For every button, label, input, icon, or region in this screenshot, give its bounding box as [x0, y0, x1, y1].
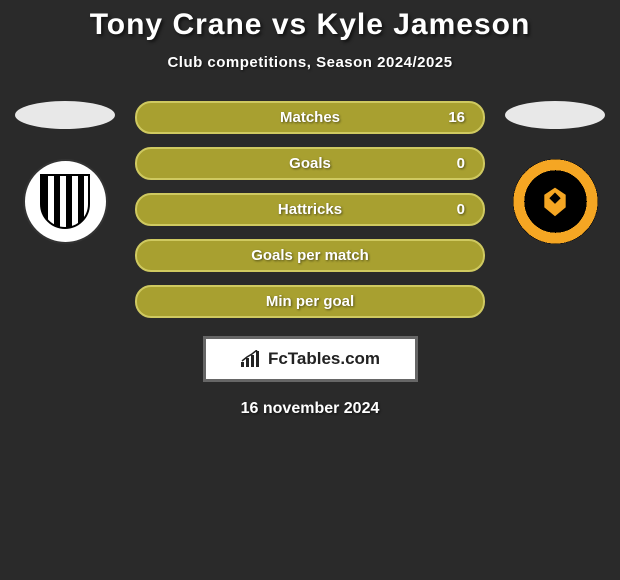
stats-bars: Matches 16 Goals 0 Hattricks 0 Goals per…	[135, 101, 485, 331]
comparison-card: Tony Crane vs Kyle Jameson Club competit…	[0, 0, 620, 418]
stat-label: Goals per match	[251, 247, 369, 264]
stat-label: Goals	[289, 155, 331, 172]
left-ellipse	[15, 101, 115, 129]
date-text: 16 november 2024	[241, 400, 380, 418]
footer: FcTables.com 16 november 2024	[0, 336, 620, 418]
right-team-crest	[513, 159, 598, 244]
stat-bar-goals-per-match: Goals per match	[135, 239, 485, 272]
right-column	[500, 101, 610, 244]
stat-bar-hattricks: Hattricks 0	[135, 193, 485, 226]
stat-bar-matches: Matches 16	[135, 101, 485, 134]
stat-bar-goals: Goals 0	[135, 147, 485, 180]
stat-label: Min per goal	[266, 293, 354, 310]
stat-value: 0	[457, 155, 465, 172]
stat-value: 16	[448, 109, 465, 126]
stat-bar-min-per-goal: Min per goal	[135, 285, 485, 318]
brand-text: FcTables.com	[268, 349, 380, 369]
chart-icon	[240, 350, 262, 368]
stat-label: Hattricks	[278, 201, 342, 218]
grimsby-shield-icon	[40, 174, 90, 229]
left-team-crest	[23, 159, 108, 244]
brand-box: FcTables.com	[203, 336, 418, 382]
page-title: Tony Crane vs Kyle Jameson	[0, 8, 620, 42]
subtitle: Club competitions, Season 2024/2025	[0, 54, 620, 71]
stat-value: 0	[457, 201, 465, 218]
left-column	[10, 101, 120, 244]
right-ellipse	[505, 101, 605, 129]
stat-label: Matches	[280, 109, 340, 126]
newport-shield-icon	[536, 183, 574, 221]
main-area: Matches 16 Goals 0 Hattricks 0 Goals per…	[0, 101, 620, 331]
